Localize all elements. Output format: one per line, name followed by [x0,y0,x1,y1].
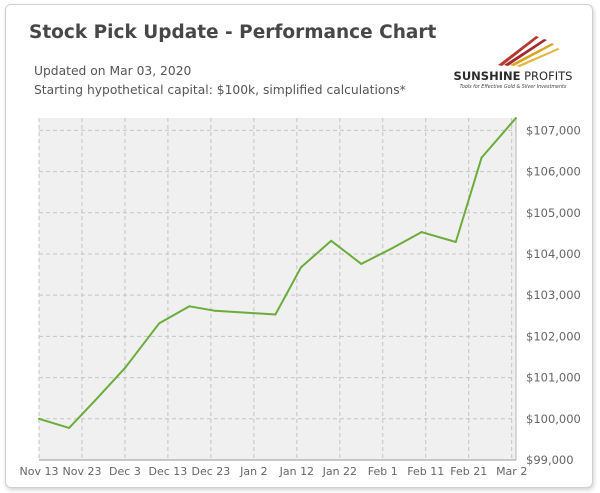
logo-brand-light: PROFITS [520,69,573,83]
x-tick-label: Dec 3 [109,465,141,478]
y-tick-label: $106,000 [526,165,581,179]
data-point [274,313,277,316]
plot-area [39,118,516,460]
data-point [480,156,483,159]
x-tick-label: Nov 23 [62,465,101,478]
y-tick-label: $102,000 [526,329,581,343]
y-tick-label: $99,000 [526,453,574,467]
x-tick-label: Mar 2 [496,465,527,478]
data-point [188,305,191,308]
data-point [360,262,363,265]
data-point [515,117,517,119]
y-tick-label: $101,000 [526,371,581,385]
data-point [454,241,457,244]
x-tick-label: Feb 21 [450,465,487,478]
x-tick-label: Nov 13 [20,465,59,478]
x-tick-label: Jan 12 [279,465,314,478]
data-point [330,239,333,242]
x-tick-label: Feb 1 [368,465,398,478]
chart-title: Stock Pick Update - Performance Chart [29,22,437,43]
sunshine-profits-logo-mark [498,36,560,67]
logo-gold-stripe [516,48,560,67]
logo-tagline: Tools for Effective Gold & Silver Invest… [459,85,567,90]
data-point [214,309,217,312]
data-point [390,247,393,250]
x-tick-label: Jan 2 [239,465,267,478]
y-tick-label: $107,000 [526,123,581,137]
data-point [300,266,303,269]
y-tick-label: $103,000 [526,288,581,302]
x-tick-label: Dec 23 [192,465,231,478]
logo-brand-name: SUNSHINE PROFITS [448,69,578,83]
updated-date: Updated on Mar 03, 2020 [34,64,192,78]
capital-note: Starting hypothetical capital: $100k, si… [34,83,406,97]
data-point [123,367,126,370]
data-point [420,231,423,234]
series-line [38,117,517,429]
y-tick-label: $100,000 [526,412,581,426]
x-tick-label: Jan 22 [322,465,357,478]
x-tick-label: Dec 13 [149,465,188,478]
logo-gold-stripe [510,43,554,66]
data-point [158,322,161,325]
y-tick-label: $104,000 [526,247,581,261]
data-point [93,399,96,402]
logo-brand-bold: SUNSHINE [453,69,521,83]
data-point [38,417,40,420]
y-tick-label: $105,000 [526,206,581,220]
logo-red-stripe [504,39,547,66]
data-point [68,426,71,429]
x-tick-label: Feb 11 [407,465,444,478]
logo-red-stripe [498,36,539,66]
